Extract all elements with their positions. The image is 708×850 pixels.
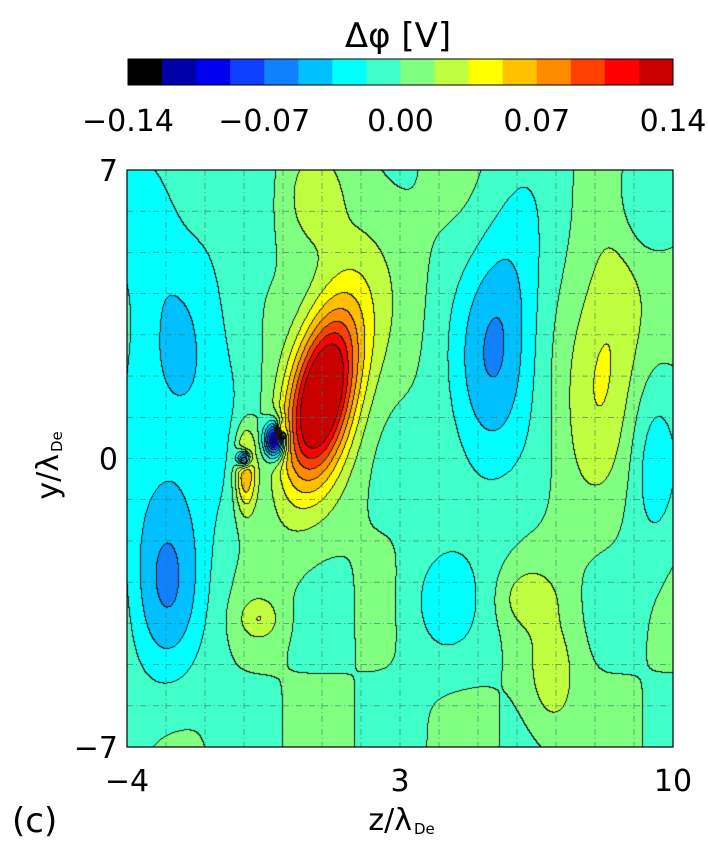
plot-frame (126, 169, 674, 748)
colorbar-tick-label: 0.07 (503, 104, 570, 139)
colorbar-swatch (536, 59, 572, 85)
colorbar-tick-label: −0.07 (218, 104, 310, 139)
grid-lines (127, 170, 673, 747)
colorbar-tick-label: 0.14 (640, 104, 707, 139)
colorbar-swatch (332, 59, 367, 85)
colorbar-tick-labels: −0.14 −0.07 0.00 0.07 0.14 (82, 104, 706, 139)
contour-plot (126, 169, 674, 748)
probe-marker (279, 432, 287, 440)
colorbar-swatch (638, 59, 674, 85)
y-tick-labels: −7 0 7 (74, 154, 118, 766)
x-axis-label: z/λ (368, 803, 412, 838)
x-axis-label-subscript: De (414, 820, 435, 838)
colorbar-swatch (468, 59, 504, 85)
colorbar-swatch (162, 59, 197, 85)
colorbar-swatch (298, 59, 333, 85)
colorbar (127, 58, 674, 86)
colorbar-swatch (570, 59, 606, 85)
colorbar-frame (127, 58, 674, 86)
x-tick-label: 3 (390, 764, 409, 799)
x-tick-labels: −4 3 10 (105, 764, 692, 799)
colorbar-tick-label: 0.00 (367, 104, 434, 139)
y-tick-label: −7 (74, 731, 118, 766)
panel-label: (c) (12, 801, 57, 841)
colorbar-tick-label: −0.14 (82, 104, 174, 139)
colorbar-swatch (230, 59, 265, 85)
x-tick-label: 10 (654, 764, 692, 799)
x-tick-label: −4 (105, 764, 149, 799)
y-tick-label: 0 (99, 443, 118, 478)
colorbar-swatch (502, 59, 538, 85)
colorbar-swatch (264, 59, 299, 85)
colorbar-swatch (400, 59, 436, 85)
colorbar-swatch (604, 59, 640, 85)
colorbar-swatch (196, 59, 231, 85)
colorbar-swatch (128, 59, 163, 85)
y-axis-label: y/λ (31, 454, 66, 500)
colorbar-swatch (366, 59, 401, 85)
probe-markers (240, 432, 287, 465)
y-tick-label: 7 (99, 154, 118, 189)
colorbar-swatch (434, 59, 470, 85)
colorbar-title: Δφ [V] (345, 16, 451, 56)
y-axis-label-subscript: De (48, 431, 66, 452)
probe-marker (240, 456, 248, 465)
